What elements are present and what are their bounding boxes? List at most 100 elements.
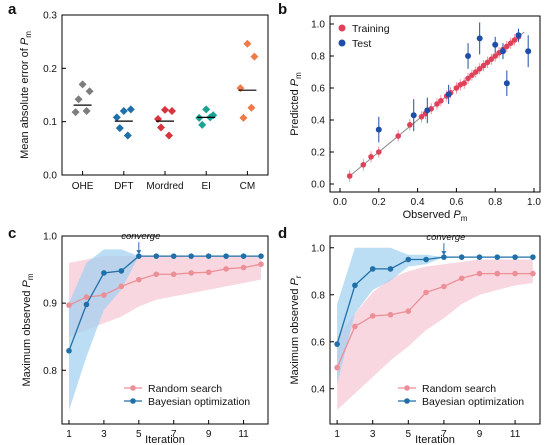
data-point [488,56,495,62]
plot-frame [61,235,269,425]
data-point [473,69,479,75]
x-tick-label: EI [201,181,210,192]
legend-marker [404,398,410,404]
series-random-search [334,270,536,371]
data-point [499,48,506,55]
series-line [336,256,533,345]
data-point [434,101,440,107]
data-point [441,254,447,260]
data-point [247,103,256,112]
data-point [239,113,248,122]
data-point [369,313,376,319]
data-point [484,59,491,66]
data-point [494,254,501,260]
x-tick-label: 9 [206,429,212,440]
legend-label-training: Training [352,23,390,35]
data-point [503,80,510,87]
data-point [492,41,499,48]
y-tick-label: 0.0 [311,180,325,191]
x-tick-label: 1 [66,429,72,440]
data-point [530,270,536,277]
y-tick-label: 0.8 [311,290,325,301]
data-point [334,364,340,371]
data-point [83,294,90,300]
x-tick-label: 0.2 [372,197,386,208]
y-tick-label: 0.0 [43,171,57,182]
panel-letter-b: b [278,1,287,18]
y-axis-label: Maximum observed Pr [289,275,303,384]
legend-marker-test [338,39,346,47]
band-random-search [337,259,533,410]
data-point [258,253,264,259]
x-axis-label: Iteration [145,434,185,445]
data-point [515,32,522,39]
y-tick-label: 0.1 [43,117,57,128]
data-point [405,308,412,315]
x-tick-label: 3 [370,429,376,440]
y-tick-label: 0.4 [311,116,325,127]
x-tick-label: 0.0 [333,197,347,208]
data-point [126,105,135,114]
data-point [423,256,429,263]
y-tick-label: 0.8 [311,52,325,63]
data-point [83,301,90,308]
data-point [387,311,394,318]
y-tick-label: 1.0 [311,20,325,31]
data-point [480,62,487,69]
x-tick-label: 9 [477,429,483,440]
data-point [360,162,367,168]
data-point [512,270,518,277]
data-point [512,254,518,260]
data-point [136,276,142,283]
data-point [85,87,94,96]
series-cm [236,39,259,122]
converge-label: converge [426,232,465,243]
data-point [395,133,402,139]
data-point [170,271,177,278]
data-point [66,348,72,354]
x-axis-label: Observed Pm [403,209,468,223]
data-point [82,107,91,115]
panel-letter-a: a [8,1,17,18]
data-point [368,154,374,160]
data-point [441,283,447,290]
panel-c: c converge 1 3 5 7 9 11 0.8 0.9 1.0 Random searchBa… [8,225,269,445]
y-tick-label: 0.2 [311,148,325,159]
data-point [157,123,165,132]
data-point [469,72,475,78]
band-bayesian-optimization [337,247,533,385]
data-point [461,80,467,86]
legend-marker [404,385,410,391]
x-tick-label: DFT [114,181,133,192]
band-bayesian-optimization [68,249,262,411]
data-point [476,66,483,72]
y-tick-label: 0.6 [311,84,325,95]
data-point [465,75,471,82]
y-tick-label: 0.8 [43,366,57,377]
data-point [258,261,264,268]
legend-label: Bayesian optimization [422,396,524,408]
y-tick-label: 1.0 [43,232,57,243]
converge-arrowhead [441,251,447,256]
data-point [375,126,382,133]
data-point [66,302,72,308]
plot-frame [329,15,541,193]
y-axis-label: Predicted Pm [289,72,303,136]
data-point [507,40,514,46]
data-point [458,254,465,260]
y-tick-label: 0.4 [311,384,325,395]
x-axis-label: Iteration [415,434,455,445]
data-point [198,120,207,129]
panel-letter-c: c [8,225,16,242]
data-point [346,173,353,179]
data-point [153,253,160,259]
x-tick-label: 5 [406,429,412,440]
data-point [136,253,142,259]
data-point [369,266,376,272]
data-point [74,95,83,104]
data-point [410,112,417,119]
series-line [336,272,533,368]
